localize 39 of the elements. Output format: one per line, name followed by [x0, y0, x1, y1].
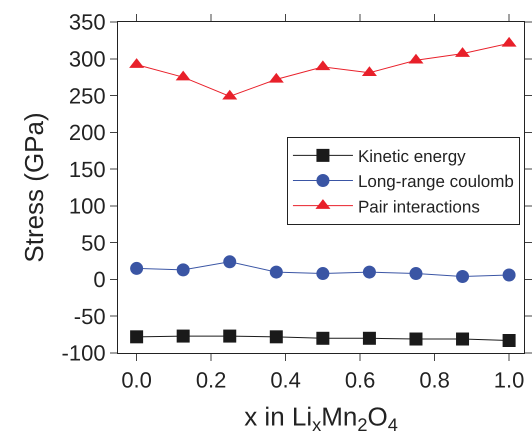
x-tick-label: 0.2: [196, 367, 226, 392]
point: [176, 263, 190, 276]
point: [130, 262, 144, 275]
point: [176, 330, 190, 343]
point: [316, 267, 330, 280]
point: [456, 270, 470, 283]
y-tick-label: 250: [68, 83, 106, 108]
x-tick-label: 0.4: [270, 367, 301, 392]
y-axis-title: Stress (GPa): [18, 112, 49, 263]
point: [409, 332, 422, 346]
y-tick-label: 100: [68, 194, 106, 219]
y-tick-label: 300: [68, 46, 106, 72]
y-tick-label: -50: [74, 304, 106, 329]
point: [270, 266, 283, 279]
point: [362, 266, 376, 279]
point: [362, 332, 376, 345]
point: [502, 268, 516, 282]
x-tick-label: 0.0: [121, 367, 152, 392]
y-tick-label: -100: [62, 340, 106, 366]
x-tick-label: 0.8: [419, 367, 450, 392]
point: [316, 332, 330, 345]
y-tick-label: 350: [68, 10, 106, 35]
x-axis-title: x in Li$_{x}$Mn$_{2}$O$_{4}$: [244, 402, 398, 435]
legend-label: Pair interactions: [358, 197, 480, 216]
point: [409, 267, 422, 280]
point: [456, 332, 470, 346]
point: [502, 334, 516, 347]
x-tick-label: 0.6: [344, 367, 376, 392]
legend-label: Kinetic energy: [358, 147, 466, 166]
point: [223, 330, 236, 343]
x-tick-label: 1.0: [494, 367, 524, 392]
y-tick-label: 200: [68, 120, 106, 146]
y-tick-label: 0: [93, 267, 106, 292]
y-tick-label: 150: [68, 156, 106, 182]
point: [130, 330, 144, 344]
y-tick-label: 50: [81, 230, 106, 256]
point: [223, 255, 236, 268]
legend-label: Long-range coulomb: [358, 172, 514, 192]
point: [270, 330, 283, 344]
